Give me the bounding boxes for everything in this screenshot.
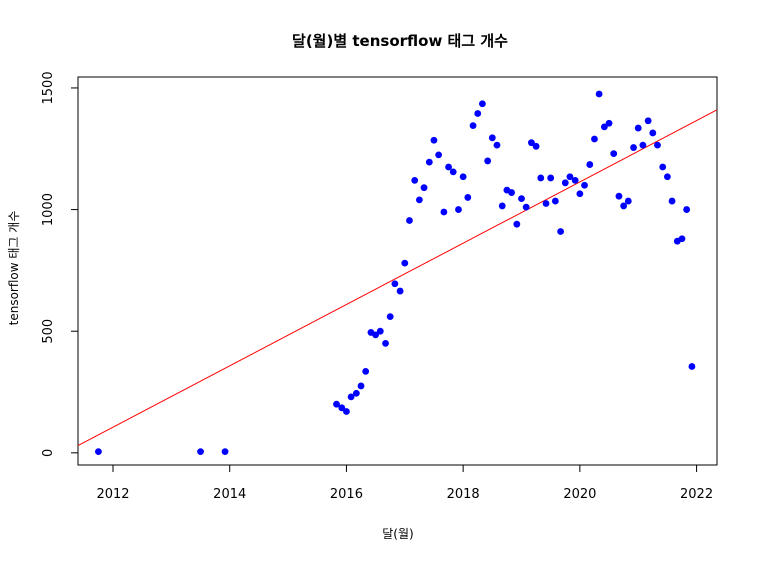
data-point xyxy=(376,327,384,335)
data-point xyxy=(586,161,594,168)
chart-title: 달(월)별 tensorflow 태그 개수 xyxy=(292,32,508,50)
data-point xyxy=(644,117,652,125)
data-point xyxy=(95,448,102,456)
data-point xyxy=(474,110,482,117)
trend-layer xyxy=(77,109,718,446)
plot-frame xyxy=(77,76,718,466)
y-tick-label: 0 xyxy=(41,449,56,457)
data-point xyxy=(508,189,515,196)
data-point xyxy=(663,173,671,181)
data-point xyxy=(634,124,642,132)
data-point xyxy=(683,206,691,213)
data-point xyxy=(542,200,550,207)
y-axis: 0 500 1000 1500 xyxy=(41,71,78,457)
data-point xyxy=(493,141,501,149)
data-point xyxy=(639,141,647,149)
data-point xyxy=(391,280,399,288)
data-point xyxy=(440,208,448,216)
data-point xyxy=(420,184,428,192)
x-tick-label: 2016 xyxy=(330,487,363,502)
data-point xyxy=(411,176,419,184)
data-point xyxy=(649,129,657,137)
data-point xyxy=(352,389,360,397)
x-tick-label: 2020 xyxy=(563,487,596,502)
y-axis-label: tensorflow 태그 개수 xyxy=(7,211,21,326)
data-point xyxy=(498,202,506,210)
data-point xyxy=(469,122,477,130)
data-point xyxy=(620,202,628,210)
data-point xyxy=(396,287,404,295)
data-point xyxy=(576,190,584,198)
data-point xyxy=(488,134,496,142)
data-point xyxy=(630,144,637,151)
data-point xyxy=(347,393,355,401)
data-point xyxy=(513,220,521,228)
x-tick-label: 2022 xyxy=(680,487,713,502)
data-point xyxy=(455,206,462,213)
data-point xyxy=(532,142,540,150)
data-point xyxy=(445,163,452,171)
data-point xyxy=(654,141,661,149)
data-point xyxy=(688,363,696,370)
data-point xyxy=(386,313,394,321)
data-point xyxy=(362,367,370,375)
data-point xyxy=(537,174,545,182)
points-layer xyxy=(95,90,696,456)
data-point xyxy=(659,163,667,171)
data-point xyxy=(678,235,686,243)
data-point xyxy=(571,176,579,184)
data-point xyxy=(343,408,350,415)
data-point xyxy=(595,90,603,98)
data-point xyxy=(406,217,413,224)
data-point xyxy=(561,179,569,187)
data-point xyxy=(425,158,433,166)
data-point xyxy=(479,100,486,108)
data-point xyxy=(221,448,229,456)
x-axis: 2012 2014 2016 2018 2020 2022 xyxy=(96,465,713,502)
data-point xyxy=(464,194,472,201)
data-point xyxy=(357,382,365,390)
data-point xyxy=(668,197,676,205)
data-point xyxy=(605,119,613,127)
x-tick-label: 2012 xyxy=(96,487,129,502)
data-point xyxy=(610,150,618,158)
data-point xyxy=(382,339,389,347)
data-point xyxy=(615,192,623,200)
data-point xyxy=(591,135,598,143)
data-point xyxy=(459,173,467,181)
y-tick-label: 1000 xyxy=(41,193,56,226)
data-point xyxy=(518,195,525,203)
data-point xyxy=(522,203,530,211)
data-point xyxy=(581,181,588,189)
data-point xyxy=(333,400,340,408)
data-point xyxy=(197,448,204,456)
x-axis-label: 달(월) xyxy=(382,527,413,541)
x-tick-label: 2018 xyxy=(447,487,480,502)
data-point xyxy=(484,157,492,165)
data-point xyxy=(557,228,565,235)
data-point xyxy=(449,168,457,176)
data-point xyxy=(415,196,423,204)
data-point xyxy=(624,197,632,205)
y-tick-label: 500 xyxy=(41,319,56,344)
data-point xyxy=(338,404,346,412)
x-tick-label: 2014 xyxy=(213,487,246,502)
data-point xyxy=(430,136,438,144)
data-point xyxy=(566,173,574,181)
data-point xyxy=(600,123,608,131)
data-point xyxy=(551,197,559,205)
data-point xyxy=(435,151,443,159)
trend-line xyxy=(77,109,718,446)
data-point xyxy=(401,259,409,267)
data-point xyxy=(528,139,535,147)
data-point xyxy=(547,174,555,182)
data-point xyxy=(372,331,380,339)
y-tick-label: 1500 xyxy=(41,71,56,104)
